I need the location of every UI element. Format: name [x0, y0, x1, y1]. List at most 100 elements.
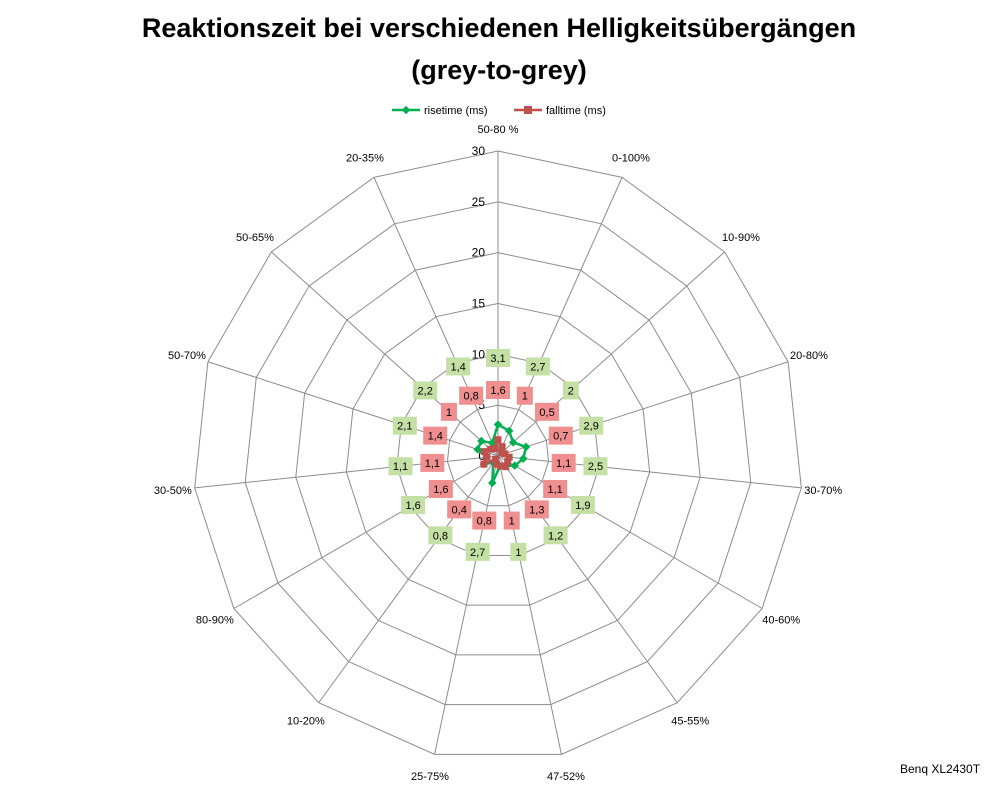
chart-title: Reaktionszeit bei verschiedenen Helligke…: [141, 13, 857, 43]
category-label: 50-70%: [168, 350, 206, 362]
data-label-bg: [459, 386, 484, 405]
grid-spoke: [373, 177, 499, 457]
data-label: 3,1: [490, 353, 505, 365]
category-label: 80-90%: [196, 615, 234, 627]
tick-label: 0: [478, 449, 485, 463]
category-label: 50-65%: [236, 232, 274, 244]
rise-marker: [521, 442, 531, 452]
grid-spoke: [497, 455, 562, 755]
data-label: 2,2: [418, 385, 433, 397]
fall-marker: [486, 445, 494, 453]
data-label-bg: [583, 457, 608, 476]
data-label-bg: [428, 526, 453, 545]
category-label: 50-80 %: [478, 124, 519, 136]
fall-marker: [480, 448, 488, 456]
data-label-bg: [516, 386, 533, 405]
grid-spoke: [497, 177, 623, 457]
data-label-bg: [579, 416, 604, 435]
fall-marker: [501, 450, 509, 458]
fall-marker: [498, 443, 506, 451]
grid-spoke: [271, 251, 499, 457]
data-label-bg: [392, 416, 417, 435]
data-label: 1,1: [556, 458, 571, 470]
data-label-bg: [440, 402, 457, 421]
data-label: 1: [515, 547, 521, 559]
data-label-bg: [525, 357, 550, 376]
rise-marker: [477, 436, 486, 446]
tick-label: 30: [472, 144, 486, 158]
fall-marker: [491, 445, 499, 453]
data-label-bg: [551, 453, 576, 472]
data-label-bg: [570, 496, 595, 514]
data-label: 0,7: [553, 431, 568, 443]
tick-label: 5: [478, 398, 485, 412]
grid-ring: [345, 302, 651, 606]
rise-marker: [488, 478, 497, 488]
data-label: 0,8: [477, 516, 492, 528]
data-label: 1,3: [529, 504, 544, 516]
series-line: [476, 422, 528, 484]
legend-marker: [401, 105, 411, 115]
rise-marker: [519, 454, 528, 463]
data-label: 2,7: [470, 547, 485, 559]
grid-spoke: [497, 251, 725, 457]
data-label: 2,9: [584, 421, 599, 433]
data-label-bg: [524, 500, 549, 519]
legend: risetime (ms) falltime (ms): [392, 105, 606, 117]
fall-marker: [492, 460, 500, 468]
rise-marker: [510, 461, 519, 470]
grid-spoke: [497, 455, 763, 609]
data-label: 1,9: [575, 500, 590, 512]
category-label: 47-52%: [547, 771, 585, 783]
data-label-bg: [503, 511, 520, 530]
category-label: 30-70%: [804, 485, 842, 497]
data-label-bg: [465, 542, 490, 561]
grid-spoke: [434, 455, 499, 755]
data-label-bg: [472, 511, 497, 530]
data-label: 1: [446, 407, 452, 419]
data-label: 1: [509, 516, 515, 528]
data-label: 0,8: [464, 391, 479, 403]
data-label-bg: [543, 480, 568, 498]
data-label-bg: [543, 526, 568, 545]
grid-spoke: [497, 455, 802, 489]
category-label: 25-75%: [411, 771, 449, 783]
category-label: 40-60%: [762, 615, 800, 627]
data-label-bg: [423, 426, 448, 445]
fall-marker: [502, 463, 510, 471]
category-label: 45-55%: [671, 716, 709, 728]
rise-marker: [473, 445, 482, 454]
fall-marker: [505, 453, 513, 461]
data-label: 0,8: [433, 530, 448, 542]
data-label-bg: [413, 381, 438, 400]
data-label: 1,1: [393, 461, 408, 473]
fall-marker: [480, 460, 488, 468]
fall-marker: [494, 436, 502, 444]
grid-spoke: [233, 455, 499, 609]
fall-marker: [492, 455, 500, 463]
data-label-bg: [447, 500, 472, 519]
data-label-bg: [535, 402, 560, 421]
data-label: 2: [568, 385, 574, 397]
data-label: 2,5: [588, 461, 603, 473]
legend-marker: [524, 106, 532, 114]
tick-label: 20: [472, 246, 486, 260]
data-label-bg: [562, 381, 579, 400]
tick-label: 25: [472, 195, 486, 209]
grid-ring: [244, 201, 752, 706]
data-label-bg: [486, 381, 510, 399]
fall-marker: [483, 453, 491, 461]
data-label: 1,6: [490, 385, 505, 397]
credit-label: Benq XL2430T: [900, 762, 981, 776]
data-label: 1,2: [548, 530, 563, 542]
data-label-bg: [486, 349, 510, 367]
data-label-bg: [446, 357, 471, 376]
data-label: 0,4: [452, 504, 467, 516]
data-label: 1,1: [548, 484, 563, 496]
data-label-bg: [510, 542, 527, 561]
category-label: 10-20%: [287, 716, 325, 728]
data-label-bg: [420, 453, 445, 472]
grid-ring: [446, 404, 550, 507]
legend-label: falltime (ms): [546, 105, 606, 117]
